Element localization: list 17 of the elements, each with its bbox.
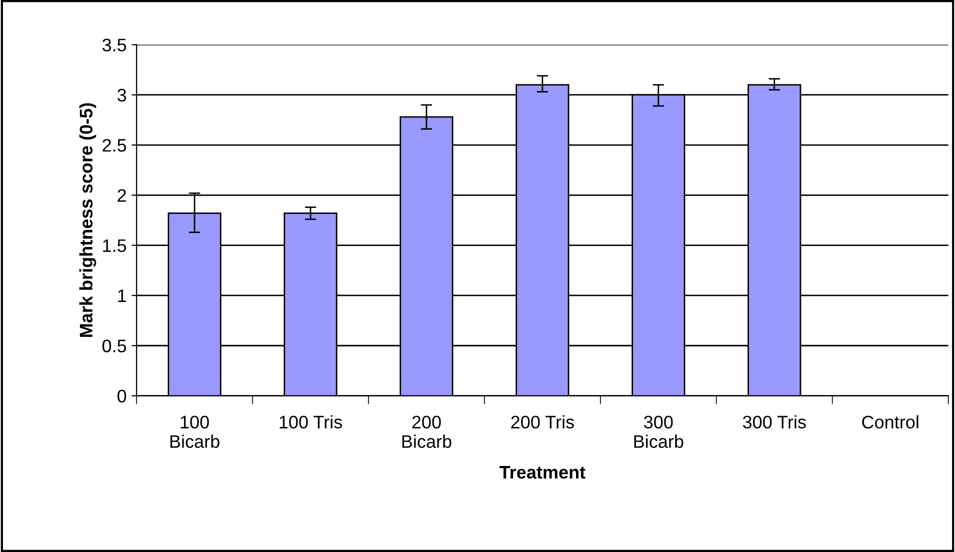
y-tick-label: 3 (117, 88, 126, 102)
x-axis-title: Treatment (499, 466, 586, 479)
y-tick-label: 2 (118, 189, 126, 202)
x-tick-label: 100 Bicarb (170, 416, 220, 448)
x-tick-label: Control (862, 415, 918, 428)
y-tick-label: 3.5 (102, 38, 126, 52)
x-tick-label: 300 Bicarb (634, 416, 684, 448)
x-tick-label: 300 Tris (742, 415, 806, 428)
y-axis-title: Mark brightness score (0-5) (79, 103, 96, 337)
x-tick-label: 200 Bicarb (402, 416, 452, 448)
y-tick-label: 1 (118, 290, 126, 302)
x-tick-label: 200 Tris (511, 415, 574, 428)
x-tick-label: 100 Tris (280, 415, 342, 428)
y-tick-label: 0.5 (102, 340, 126, 352)
y-tick-label: 2.5 (102, 138, 126, 152)
y-tick-label: 1.5 (103, 239, 126, 252)
y-tick-label: 0 (118, 390, 126, 403)
